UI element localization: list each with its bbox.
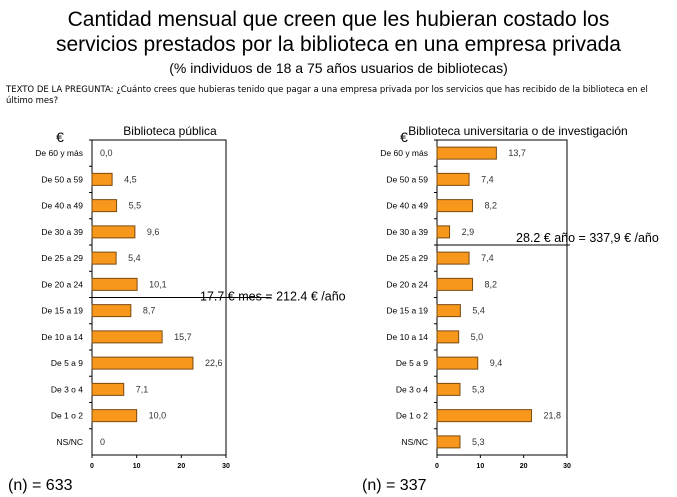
- universitaria-data-label: 5,0: [471, 332, 484, 342]
- publica-data-label: 5,4: [128, 253, 141, 263]
- universitaria-bar: [436, 409, 532, 423]
- title-line-2: servicios prestados por la biblioteca en…: [56, 33, 621, 56]
- universitaria-xtick-label: 0: [435, 463, 439, 470]
- universitaria-category-label: De 10 a 14: [386, 332, 428, 342]
- title-line-1: Cantidad mensual que creen que les hubie…: [67, 8, 610, 31]
- universitaria-bar: [436, 172, 470, 186]
- publica-category-label: De 20 a 24: [41, 279, 83, 289]
- universitaria-category-label: De 30 a 39: [386, 227, 428, 237]
- universitaria-bar: [436, 356, 479, 370]
- publica-data-label: 10,0: [149, 411, 167, 421]
- publica-sample-size: (n) = 633: [8, 477, 73, 494]
- universitaria-plot-frame: [436, 139, 568, 456]
- universitaria-category-label: De 50 a 59: [386, 174, 428, 184]
- universitaria-category-label: NS/NC: [402, 437, 428, 447]
- universitaria-sample-size: (n) = 337: [362, 477, 427, 494]
- universitaria-data-label: 13,7: [508, 148, 526, 158]
- universitaria-average-annotation: 28.2 € año = 337,9 € /año: [516, 231, 659, 245]
- universitaria-xtick-label: 10: [476, 463, 484, 470]
- universitaria-data-label: 8,2: [485, 279, 498, 289]
- universitaria-data-label: 7,4: [481, 253, 494, 263]
- publica-data-label: 0,0: [100, 148, 113, 158]
- universitaria-bar: [436, 435, 461, 449]
- publica-category-label: De 25 a 29: [41, 253, 83, 263]
- universitaria-category-label: De 60 y más: [380, 148, 428, 158]
- universitaria-category-label: De 25 a 29: [386, 253, 428, 263]
- publica-xtick-label: 30: [222, 463, 230, 470]
- publica-xtick-label: 0: [90, 463, 94, 470]
- universitaria-bar: [436, 146, 497, 160]
- publica-data-label: 22,6: [205, 358, 223, 368]
- universitaria-data-label: 2,9: [462, 227, 475, 237]
- publica-data-label: 0: [100, 437, 105, 447]
- publica-chart-title: Biblioteca pública: [123, 124, 217, 138]
- publica-bar: [91, 330, 163, 344]
- publica-data-label: 9,6: [147, 227, 160, 237]
- publica-category-label: De 3 o 4: [51, 384, 83, 394]
- publica-data-label: 4,5: [124, 174, 137, 184]
- universitaria-unit-label: €: [400, 129, 408, 145]
- publica-data-label: 10,1: [149, 279, 167, 289]
- publica-data-label: 7,1: [136, 384, 149, 394]
- publica-unit-label: €: [56, 129, 64, 145]
- universitaria-data-label: 8,2: [485, 201, 498, 211]
- universitaria-data-label: 7,4: [481, 174, 494, 184]
- publica-category-label: De 15 a 19: [41, 306, 83, 316]
- publica-bar: [91, 409, 138, 423]
- publica-bar: [91, 382, 125, 396]
- publica-category-label: De 50 a 59: [41, 174, 83, 184]
- publica-average-annotation: 17.7 € mes = 212.4 € /año: [200, 290, 346, 304]
- publica-bar: [91, 225, 136, 239]
- publica-bar: [91, 251, 117, 265]
- publica-bar: [91, 172, 113, 186]
- universitaria-bar: [436, 330, 460, 344]
- publica-bar: [91, 304, 132, 318]
- universitaria-category-label: De 1 o 2: [396, 411, 428, 421]
- universitaria-data-label: 5,3: [472, 437, 485, 447]
- universitaria-category-label: De 40 a 49: [386, 201, 428, 211]
- publica-category-label: De 10 a 14: [41, 332, 83, 342]
- universitaria-data-label: 9,4: [490, 358, 503, 368]
- subtitle: (% individuos de 18 a 75 años usuarios d…: [169, 60, 508, 76]
- universitaria-bar: [436, 304, 461, 318]
- universitaria-xtick-label: 20: [520, 463, 528, 470]
- universitaria-xtick-label: 30: [563, 463, 571, 470]
- universitaria-category-label: De 20 a 24: [386, 279, 428, 289]
- publica-category-label: De 30 a 39: [41, 227, 83, 237]
- publica-xtick-label: 10: [133, 463, 141, 470]
- universitaria-bar: [436, 277, 474, 291]
- publica-category-label: De 40 a 49: [41, 201, 83, 211]
- publica-xtick-label: 20: [177, 463, 185, 470]
- universitaria-bar: [436, 382, 461, 396]
- publica-category-label: De 5 a 9: [51, 358, 83, 368]
- publica-category-label: De 1 o 2: [51, 411, 83, 421]
- publica-data-label: 8,7: [143, 306, 156, 316]
- universitaria-chart-title: Biblioteca universitaria o de investigac…: [408, 124, 627, 138]
- universitaria-data-label: 5,4: [472, 306, 485, 316]
- publica-bar: [91, 356, 194, 370]
- universitaria-category-label: De 5 a 9: [396, 358, 428, 368]
- universitaria-bar: [436, 199, 474, 213]
- question-text: TEXTO DE LA PREGUNTA: ¿Cuánto crees que …: [6, 85, 648, 106]
- universitaria-category-label: De 15 a 19: [386, 306, 428, 316]
- publica-data-label: 15,7: [174, 332, 192, 342]
- publica-bar: [91, 199, 118, 213]
- universitaria-bar: [436, 225, 451, 239]
- publica-data-label: 5,5: [129, 201, 142, 211]
- universitaria-bar: [436, 251, 470, 265]
- universitaria-data-label: 5,3: [472, 384, 485, 394]
- publica-bar: [91, 277, 138, 291]
- universitaria-data-label: 21,8: [543, 411, 561, 421]
- publica-category-label: De 60 y más: [35, 148, 83, 158]
- universitaria-category-label: De 3 o 4: [396, 384, 428, 394]
- publica-category-label: NS/NC: [57, 437, 83, 447]
